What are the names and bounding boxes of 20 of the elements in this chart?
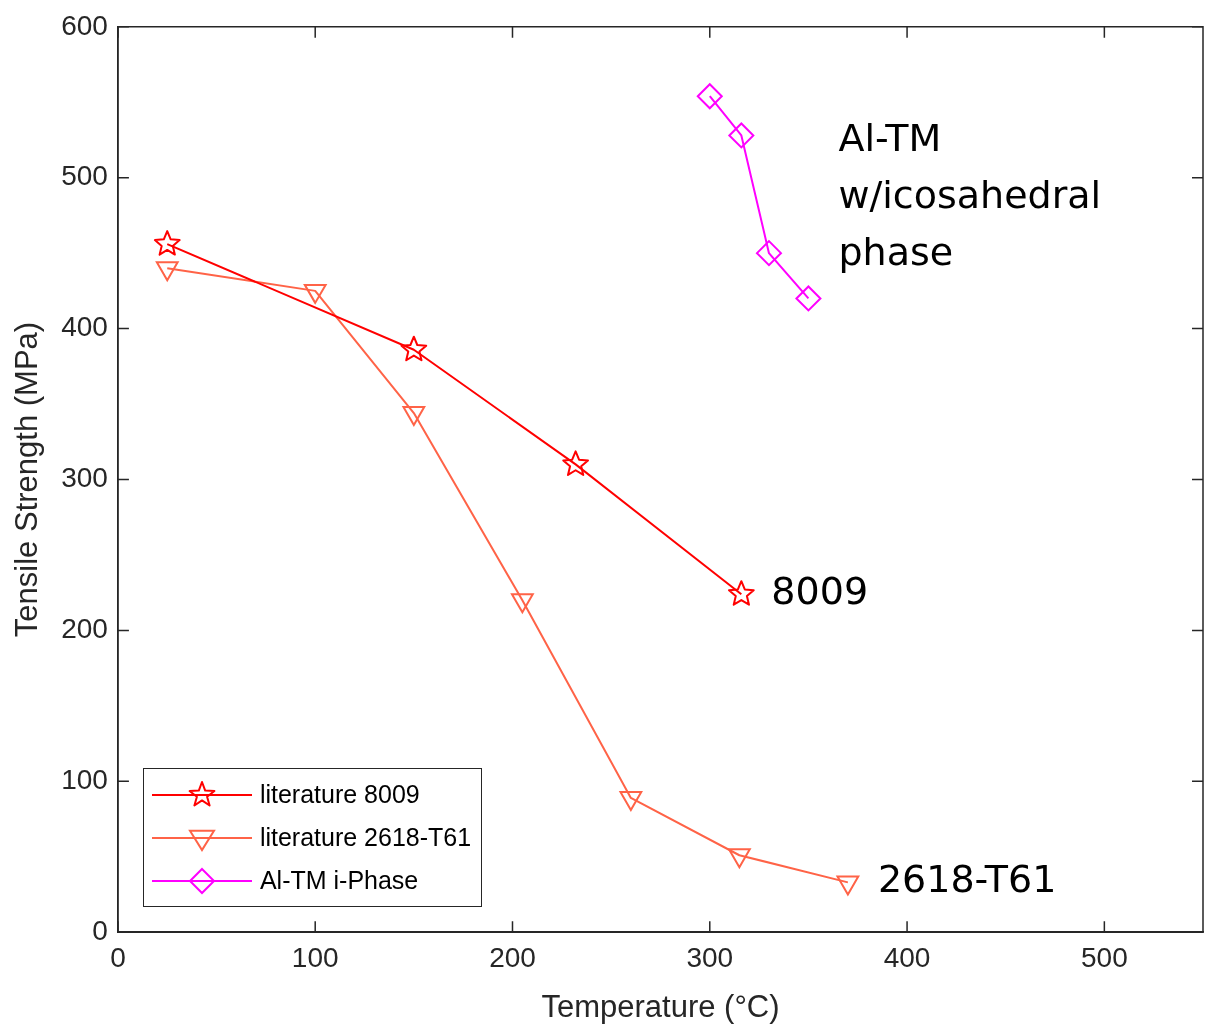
y-tick-label: 100 [61,764,108,796]
y-axis-title: Tensile Strength (MPa) [9,321,45,638]
y-tick-label: 500 [61,160,108,192]
y-tick-label: 200 [61,613,108,645]
x-tick-label: 300 [686,941,734,973]
annotation: Al-TM w/icosahedral phase [838,116,1102,275]
y-tick-label: 0 [92,914,108,946]
legend-label: literature 2618-T61 [259,823,472,853]
annotation: 8009 [771,569,869,614]
legend-label: literature 8009 [259,780,420,810]
annotation: 2618-T61 [877,857,1057,902]
x-axis-title: Temperature (°C) [541,988,780,1024]
x-tick-label: 400 [883,941,931,973]
legend-label: Al-TM i-Phase [259,866,419,896]
y-tick-label: 300 [61,462,108,494]
y-tick-label: 400 [61,311,108,343]
y-tick-label: 600 [61,9,108,41]
x-tick-label: 100 [291,941,339,973]
x-tick-label: 500 [1081,941,1128,973]
x-tick-label: 200 [489,941,536,973]
